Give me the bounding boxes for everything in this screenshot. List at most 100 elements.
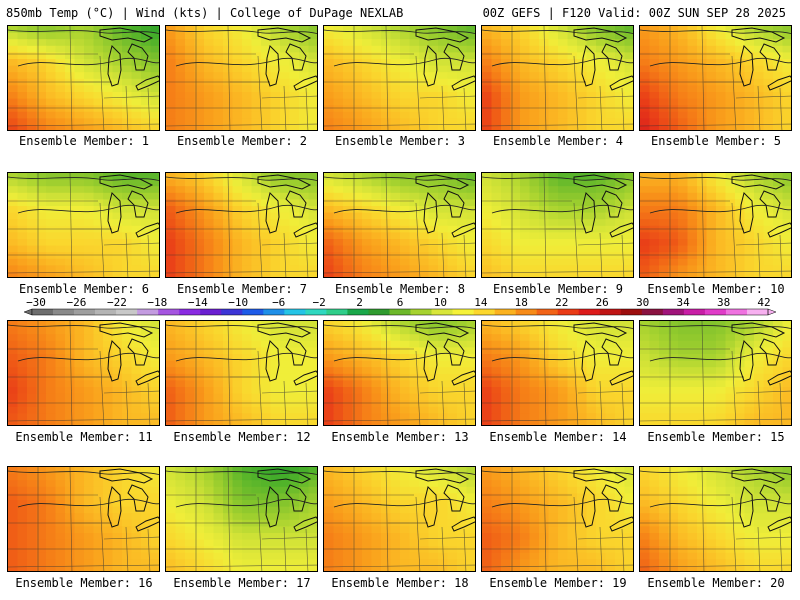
colorbar-tick-label: 30 bbox=[636, 296, 649, 309]
ensemble-map-panel bbox=[7, 466, 160, 572]
ensemble-member-label: Ensemble Member: 19 bbox=[489, 576, 627, 590]
ensemble-map-panel bbox=[639, 466, 792, 572]
colorbar-swatch bbox=[557, 309, 580, 315]
temperature-map bbox=[482, 467, 633, 571]
colorbar-swatch bbox=[368, 309, 390, 315]
ensemble-map-panel bbox=[165, 25, 318, 131]
ensemble-member-label: Ensemble Member: 16 bbox=[15, 576, 153, 590]
ensemble-map-panel bbox=[639, 172, 792, 278]
ensemble-map-panel bbox=[323, 320, 476, 426]
colorbar-swatch bbox=[137, 309, 159, 315]
colorbar-swatch bbox=[473, 309, 495, 315]
colorbar-swatch bbox=[284, 309, 306, 315]
colorbar-swatch bbox=[242, 309, 264, 315]
colorbar-swatch bbox=[221, 309, 243, 315]
ensemble-map-panel bbox=[323, 25, 476, 131]
colorbar-tick-label: −22 bbox=[107, 296, 127, 309]
colorbar-swatch bbox=[179, 309, 201, 315]
ensemble-map-panel bbox=[639, 320, 792, 426]
temperature-map bbox=[640, 467, 791, 571]
colorbar-swatch bbox=[452, 309, 474, 315]
colorbar-tick-label: 38 bbox=[717, 296, 730, 309]
colorbar-swatch bbox=[263, 309, 285, 315]
colorbar-tick-label: −18 bbox=[147, 296, 167, 309]
ensemble-map-panel bbox=[165, 466, 318, 572]
colorbar-swatch bbox=[683, 309, 706, 315]
colorbar-swatch bbox=[32, 309, 54, 315]
colorbar-tick-label: 26 bbox=[596, 296, 609, 309]
temperature-map bbox=[8, 321, 159, 425]
colorbar-tick-label: 42 bbox=[757, 296, 770, 309]
colorbar-tick-label: 10 bbox=[434, 296, 447, 309]
colorbar-swatch bbox=[389, 309, 411, 315]
ensemble-member-label: Ensemble Member: 2 bbox=[176, 134, 308, 148]
colorbar-swatch bbox=[641, 309, 664, 315]
temperature-map bbox=[324, 467, 475, 571]
colorbar-tick-label: −26 bbox=[66, 296, 86, 309]
temperature-map bbox=[482, 173, 633, 277]
colorbar-swatch bbox=[74, 309, 96, 315]
ensemble-member-label: Ensemble Member: 7 bbox=[176, 282, 308, 296]
temperature-map bbox=[166, 467, 317, 571]
colorbar-swatch bbox=[662, 309, 685, 315]
colorbar-tick-label: 2 bbox=[356, 296, 363, 309]
colorbar-swatch bbox=[53, 309, 75, 315]
colorbar-swatch bbox=[746, 309, 769, 315]
ensemble-member-label: Ensemble Member: 20 bbox=[647, 576, 785, 590]
ensemble-member-label: Ensemble Member: 3 bbox=[334, 134, 466, 148]
ensemble-member-label: Ensemble Member: 9 bbox=[492, 282, 624, 296]
colorbar-swatch bbox=[536, 309, 559, 315]
ensemble-member-label: Ensemble Member: 14 bbox=[489, 430, 627, 444]
ensemble-member-label: Ensemble Member: 1 bbox=[18, 134, 150, 148]
colorbar-tick-label: −10 bbox=[228, 296, 248, 309]
colorbar-swatch bbox=[599, 309, 622, 315]
ensemble-map-panel bbox=[165, 172, 318, 278]
temperature-map bbox=[640, 26, 791, 130]
ensemble-map-panel bbox=[639, 25, 792, 131]
colorbar-swatch bbox=[704, 309, 727, 315]
colorbar-swatch bbox=[410, 309, 432, 315]
colorbar-swatch bbox=[305, 309, 327, 315]
temperature-map bbox=[166, 173, 317, 277]
colorbar-swatch bbox=[431, 309, 453, 315]
colorbar-tick-label: 18 bbox=[515, 296, 528, 309]
ensemble-map-panel bbox=[481, 172, 634, 278]
colorbar-swatch bbox=[347, 309, 369, 315]
temperature-map bbox=[482, 26, 633, 130]
ensemble-map-panel bbox=[7, 25, 160, 131]
temperature-map bbox=[166, 26, 317, 130]
ensemble-map-panel bbox=[323, 172, 476, 278]
temperature-map bbox=[8, 26, 159, 130]
colorbar-swatch bbox=[326, 309, 348, 315]
colorbar-swatch bbox=[578, 309, 601, 315]
temperature-colorbar: −30 −26 −22 −18 −14 −10 −6 −2 2 6 10 14 18 22 26 30 34 38… bbox=[23, 296, 777, 316]
temperature-map bbox=[166, 321, 317, 425]
ensemble-map-panel bbox=[7, 172, 160, 278]
ensemble-member-label: Ensemble Member: 4 bbox=[492, 134, 624, 148]
temperature-map bbox=[8, 467, 159, 571]
colorbar-swatch bbox=[620, 309, 643, 315]
colorbar-swatch bbox=[494, 309, 516, 315]
ensemble-map-panel bbox=[7, 320, 160, 426]
colorbar-swatch bbox=[116, 309, 138, 315]
colorbar-tick-label: −14 bbox=[188, 296, 208, 309]
ensemble-member-label: Ensemble Member: 8 bbox=[334, 282, 466, 296]
ensemble-member-label: Ensemble Member: 15 bbox=[647, 430, 785, 444]
ensemble-map-panel bbox=[481, 466, 634, 572]
ensemble-member-label: Ensemble Member: 17 bbox=[173, 576, 311, 590]
colorbar-swatch bbox=[515, 309, 537, 315]
ensemble-member-label: Ensemble Member: 10 bbox=[647, 282, 785, 296]
ensemble-member-label: Ensemble Member: 6 bbox=[18, 282, 150, 296]
ensemble-member-label: Ensemble Member: 12 bbox=[173, 430, 311, 444]
ensemble-map-panel bbox=[481, 320, 634, 426]
colorbar-tick-label: −30 bbox=[26, 296, 46, 309]
temperature-map bbox=[324, 173, 475, 277]
ensemble-member-label: Ensemble Member: 5 bbox=[650, 134, 782, 148]
header-run-info: 00Z GEFS | F120 Valid: 00Z SUN SEP 28 20… bbox=[482, 6, 786, 20]
colorbar-tick-label: −2 bbox=[312, 296, 325, 309]
ensemble-map-panel bbox=[165, 320, 318, 426]
ensemble-member-label: Ensemble Member: 13 bbox=[331, 430, 469, 444]
colorbar-tick-label: 34 bbox=[676, 296, 690, 309]
colorbar-tick-label: 14 bbox=[474, 296, 488, 309]
header-title: 850mb Temp (°C) | Wind (kts) | College o… bbox=[6, 6, 404, 20]
